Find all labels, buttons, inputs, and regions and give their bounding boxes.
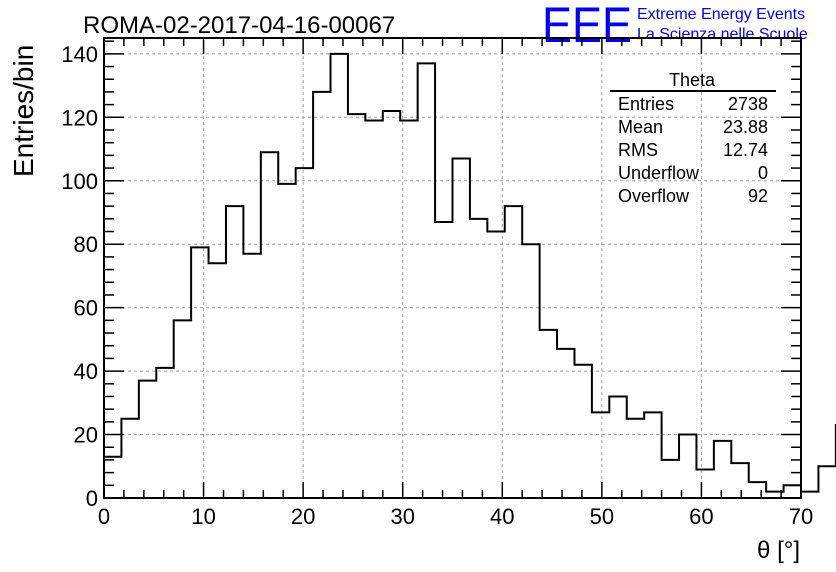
y-tick-label: 80 [74, 232, 98, 257]
stats-row-label: Overflow [618, 186, 690, 206]
stats-row-value: 2738 [728, 94, 768, 114]
y-tick-label: 60 [74, 296, 98, 321]
stats-row-label: Mean [618, 117, 663, 137]
axis-ticks [103, 38, 802, 499]
logo-mark: EEE [542, 0, 632, 53]
x-tick-label: 40 [490, 504, 514, 529]
logo-line-1: Extreme Energy Events [637, 6, 805, 23]
stats-row-value: 0 [758, 163, 768, 183]
stats-row-value: 12.74 [723, 140, 768, 160]
x-axis-label: θ [°] [757, 537, 800, 564]
stats-row-label: RMS [618, 140, 658, 160]
y-tick-label: 140 [61, 42, 98, 67]
x-tick-label: 50 [590, 504, 614, 529]
y-tick-label: 120 [61, 105, 98, 130]
stats-title: Theta [669, 70, 716, 90]
grid-lines [104, 38, 801, 498]
x-tick-label: 10 [191, 504, 215, 529]
x-tick-label: 70 [789, 504, 813, 529]
histogram-line [103, 52, 836, 498]
x-tick-label: 0 [98, 504, 110, 529]
chart-title: ROMA-02-2017-04-16-00067 [83, 12, 395, 39]
stats-row-label: Underflow [618, 163, 700, 183]
y-tick-label: 20 [74, 423, 98, 448]
plot-frame [103, 37, 802, 499]
stats-row-value: 23.88 [723, 117, 768, 137]
y-tick-label: 0 [86, 486, 98, 511]
y-tick-label: 100 [61, 169, 98, 194]
y-tick-labels: 0 20 40 60 80 100 120 140 [61, 42, 98, 511]
logo-line-2: La Scienza nelle Scuole [637, 26, 808, 43]
x-tick-label: 60 [689, 504, 713, 529]
y-tick-label: 40 [74, 359, 98, 384]
x-tick-label: 30 [390, 504, 414, 529]
x-tick-label: 20 [291, 504, 315, 529]
y-axis-label: Entries/bin [8, 45, 39, 177]
stats-row-value: 92 [748, 186, 768, 206]
stats-row-label: Entries [618, 94, 674, 114]
stats-box: Theta Entries 2738 Mean 23.88 RMS 12.74 Underf… [610, 70, 776, 206]
x-tick-labels: 0 10 20 30 40 50 60 70 [98, 504, 813, 529]
